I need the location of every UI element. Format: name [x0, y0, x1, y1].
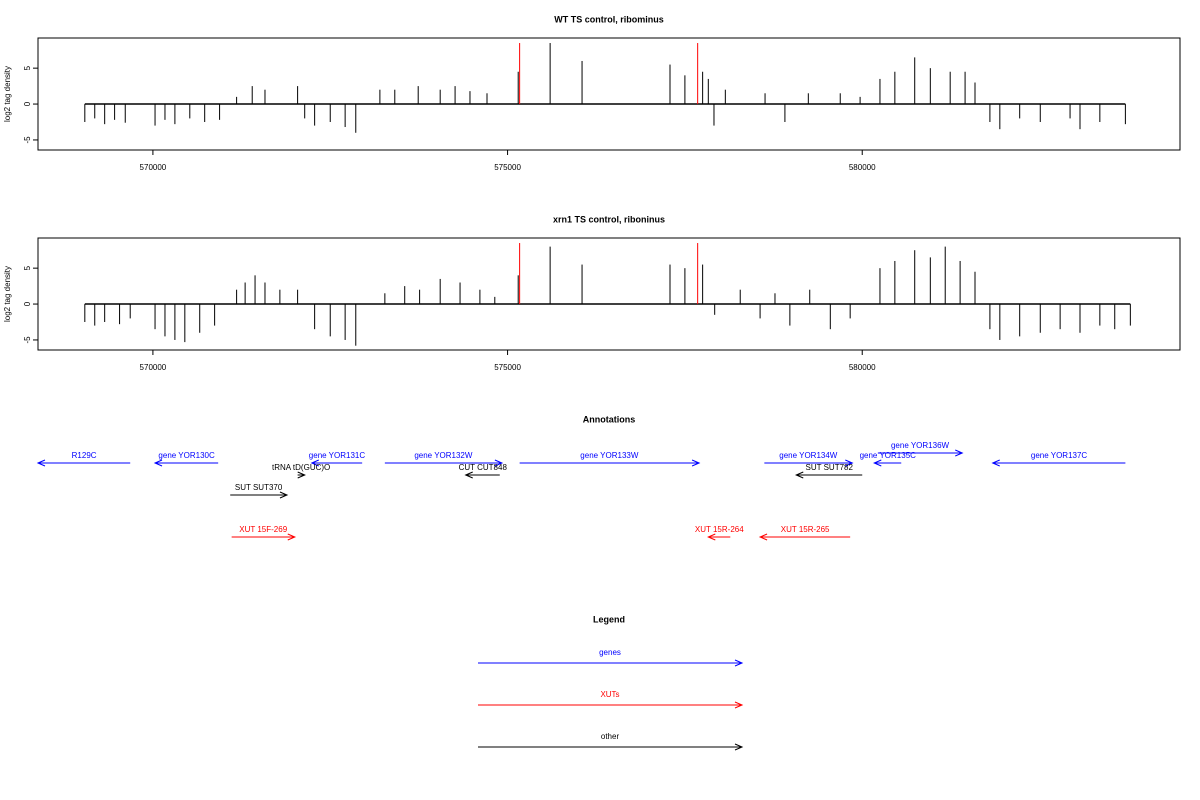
feature-label: gene YOR133W: [580, 451, 639, 460]
feature-label: gene YOR137C: [1031, 451, 1088, 460]
arrow-head: [287, 533, 297, 541]
arrow-head: [691, 459, 701, 467]
chart-title: WT TS control, ribominus: [554, 14, 664, 24]
feature-label: SUT SUT782: [806, 463, 854, 472]
arrow: [478, 743, 744, 751]
arrow-head: [494, 459, 504, 467]
arrow: [153, 459, 219, 467]
feature-label: SUT SUT370: [235, 483, 283, 492]
chart-title: xrn1 TS control, riboninus: [553, 214, 665, 224]
arrow: [519, 459, 701, 467]
arrow-head: [955, 449, 964, 457]
arrow: [764, 459, 854, 467]
legend-label: other: [601, 732, 620, 741]
arrow-head: [36, 459, 46, 467]
arrow: [230, 491, 289, 499]
feature-label: gene YOR135C: [860, 451, 917, 460]
arrow: [384, 459, 504, 467]
arrow-head: [279, 491, 289, 499]
y-axis-label: log2 tag density: [3, 266, 12, 322]
arrow: [991, 459, 1126, 467]
feature-label: gene YOR136W: [891, 441, 950, 450]
x-tick-label: 570000: [140, 163, 167, 172]
x-tick-label: 580000: [849, 163, 876, 172]
feature-label: gene YOR130C: [158, 451, 215, 460]
arrow: [794, 471, 863, 479]
arrow-head: [734, 701, 744, 709]
arrow-head: [707, 533, 716, 541]
arrow-head: [734, 743, 744, 751]
arrow-head: [794, 471, 804, 479]
feature-label: tRNA tD(GUC)O: [272, 463, 330, 472]
x-tick-label: 570000: [140, 363, 167, 372]
arrow-head: [845, 459, 854, 467]
arrow-head: [734, 659, 744, 667]
x-tick-label: 575000: [494, 163, 521, 172]
arrow-head: [991, 459, 1000, 467]
feature-label: gene YOR131C: [309, 451, 366, 460]
arrow-head: [873, 459, 882, 467]
y-tick-label: -5: [23, 136, 32, 144]
arrow: [478, 659, 744, 667]
arrow-head: [297, 471, 306, 479]
y-tick-label: -5: [23, 336, 32, 344]
arrow-head: [153, 459, 163, 467]
feature-label: XUT 15R-264: [695, 525, 744, 534]
x-tick-label: 580000: [849, 363, 876, 372]
feature-label: XUT 15F-269: [239, 525, 287, 534]
arrow-head: [310, 459, 319, 467]
y-tick-label: 5: [23, 265, 32, 270]
arrow: [310, 459, 363, 467]
annotations-title: Annotations: [583, 414, 636, 424]
y-tick-label: 5: [23, 65, 32, 70]
y-tick-label: 0: [23, 101, 32, 106]
y-tick-label: 0: [23, 301, 32, 306]
arrow: [877, 449, 964, 457]
legend-label: genes: [599, 648, 621, 657]
legend-label: XUTs: [600, 690, 619, 699]
feature-label: CUT CUT848: [459, 463, 508, 472]
arrow: [231, 533, 297, 541]
feature-label: R129C: [72, 451, 97, 460]
legend-title: Legend: [593, 614, 625, 624]
arrow: [36, 459, 131, 467]
feature-label: XUT 15R-265: [781, 525, 830, 534]
arrow: [707, 533, 731, 541]
arrow: [464, 471, 500, 479]
feature-label: gene YOR132W: [414, 451, 473, 460]
arrow: [758, 533, 851, 541]
arrow: [297, 471, 306, 479]
arrow: [478, 701, 744, 709]
y-axis-label: log2 tag density: [3, 66, 12, 122]
plot-frame: [37, 237, 1181, 351]
arrow-head: [758, 533, 768, 541]
arrow: [873, 459, 902, 467]
x-tick-label: 575000: [494, 363, 521, 372]
arrow-head: [464, 471, 473, 479]
feature-label: gene YOR134W: [779, 451, 838, 460]
plot-frame: [37, 37, 1181, 151]
